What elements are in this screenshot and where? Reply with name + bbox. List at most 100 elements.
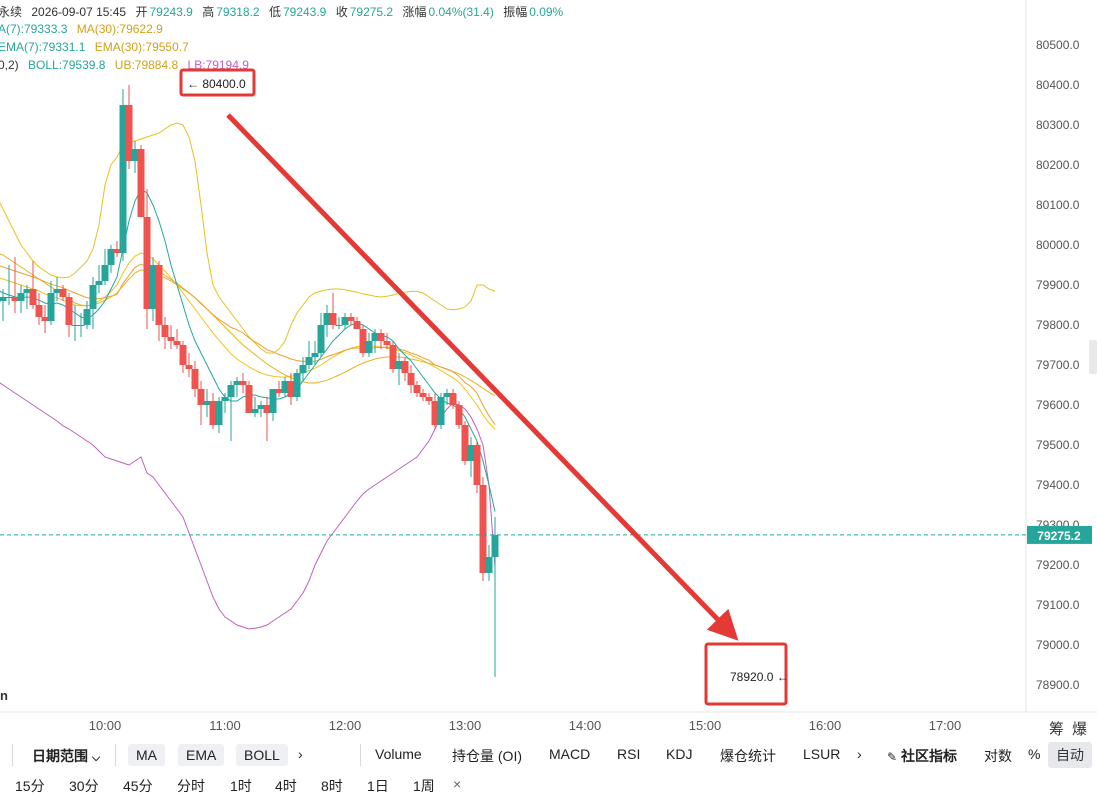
- candle-body: [65, 297, 73, 325]
- ema-indicator-button[interactable]: EMA: [178, 744, 225, 766]
- low-marker-label: 78920.0 ←: [730, 670, 789, 684]
- candle-body: [485, 557, 493, 573]
- candle-body: [71, 325, 79, 326]
- low-value: 79243.9: [282, 5, 327, 19]
- ma-indicator-button[interactable]: MA: [128, 744, 165, 766]
- time-tick-label: 13:00: [449, 718, 482, 733]
- candle-body: [101, 265, 109, 281]
- candle: [173, 329, 181, 349]
- candle: [191, 361, 199, 397]
- time-tick-label: 17:00: [929, 718, 962, 733]
- boll-indicator-button[interactable]: BOLL: [236, 744, 288, 766]
- community-indicators-button[interactable]: ✎ 社区指标: [887, 746, 957, 766]
- macd-indicator[interactable]: MACD: [549, 746, 591, 762]
- candle-body: [299, 365, 307, 373]
- interval-15m[interactable]: 15分: [15, 778, 45, 794]
- price-tick-label: 79100.0: [1036, 598, 1080, 612]
- chevron-right-icon[interactable]: ›: [857, 746, 862, 762]
- interval-4h[interactable]: 4时: [275, 778, 297, 794]
- candle-body: [227, 385, 235, 397]
- high-label: 高: [202, 5, 215, 19]
- lsur-indicator[interactable]: LSUR: [803, 746, 841, 762]
- interval-1d[interactable]: 1日: [367, 778, 389, 794]
- interval-1w[interactable]: 1周: [413, 778, 435, 794]
- volume-indicator[interactable]: Volume: [375, 746, 422, 762]
- candle: [443, 389, 451, 405]
- candle: [53, 277, 61, 301]
- price-tick-label: 79200.0: [1036, 558, 1080, 572]
- kdj-indicator[interactable]: KDJ: [666, 746, 693, 762]
- percent-scale-toggle[interactable]: %: [1028, 746, 1041, 762]
- date-range-dropdown[interactable]: 日期范围 ⌵: [32, 746, 100, 766]
- panel-collapse-handle[interactable]: [1089, 340, 1097, 374]
- liquidation-stats-indicator[interactable]: 爆仓统计: [720, 748, 776, 764]
- open-interest-indicator[interactable]: 持仓量 (OI): [452, 748, 522, 764]
- low-label: 低: [268, 5, 281, 19]
- candle-body: [0, 297, 7, 301]
- close-icon[interactable]: ×: [453, 776, 462, 792]
- candle: [329, 293, 337, 329]
- candle-body: [11, 297, 19, 301]
- time-tick-label: 12:00: [329, 718, 362, 733]
- candle: [437, 393, 445, 429]
- candle: [389, 341, 397, 373]
- candle: [245, 381, 253, 413]
- interval-8h[interactable]: 8时: [321, 778, 343, 794]
- candle: [65, 293, 73, 337]
- candle: [5, 265, 13, 305]
- candle: [281, 377, 289, 397]
- close-value: 79275.2: [349, 5, 394, 19]
- liquidation-toggle[interactable]: 爆: [1072, 721, 1088, 738]
- candle-body: [257, 405, 265, 409]
- candle: [161, 317, 169, 349]
- candle: [11, 257, 19, 313]
- candle: [89, 277, 97, 329]
- candle-body: [431, 401, 439, 425]
- log-scale-toggle[interactable]: 对数: [984, 748, 1012, 764]
- price-tick-label: 80500.0: [1036, 38, 1080, 52]
- candle-body: [143, 217, 151, 309]
- candle: [119, 89, 127, 261]
- candle: [23, 285, 31, 309]
- interval-1h[interactable]: 1时: [230, 778, 252, 794]
- price-tick-label: 80100.0: [1036, 198, 1080, 212]
- candle: [467, 437, 475, 477]
- interval-timeline[interactable]: 分时: [177, 778, 205, 794]
- candle-body: [83, 309, 91, 325]
- candle-body: [323, 313, 331, 325]
- high-marker-label: ← 80400.0: [187, 77, 246, 91]
- high-marker-box: [179, 68, 256, 97]
- interval-45m[interactable]: 45分: [123, 778, 153, 794]
- candle-body: [311, 353, 319, 357]
- chevron-right-icon[interactable]: ›: [298, 746, 303, 762]
- candle-body: [407, 373, 415, 385]
- candle: [299, 357, 307, 381]
- candle: [377, 329, 385, 349]
- boll-lower-line: [0, 382, 496, 630]
- candle: [77, 313, 85, 337]
- candle: [413, 381, 421, 397]
- candlestick-chart[interactable]: 80500.0 80400.0 80300.0 80200.0 80100.0 80000…: [0, 0, 1097, 740]
- candle: [431, 393, 439, 429]
- interval-30m[interactable]: 30分: [69, 778, 99, 794]
- chip-distribution-toggle[interactable]: 筹: [1049, 721, 1065, 738]
- candle: [353, 317, 361, 329]
- price-tick-label: 80300.0: [1036, 118, 1080, 132]
- candle-body: [173, 341, 181, 345]
- left-fragment: n: [0, 688, 8, 703]
- candle: [227, 381, 235, 441]
- auto-scale-button[interactable]: 自动: [1048, 742, 1092, 768]
- candle: [143, 189, 151, 329]
- current-price-label: 79275.2: [1037, 529, 1081, 543]
- interval-bar: 15分 30分 45分 分时 1时 4时 8时 1日 1周 ×: [0, 774, 1097, 795]
- candle-body: [23, 289, 31, 293]
- candle: [221, 393, 229, 413]
- candle: [149, 257, 157, 321]
- candle: [479, 477, 487, 581]
- candle: [71, 305, 79, 341]
- candle: [461, 421, 469, 465]
- open-value: 79243.9: [149, 5, 193, 19]
- candle: [251, 397, 259, 417]
- rsi-indicator[interactable]: RSI: [617, 746, 641, 762]
